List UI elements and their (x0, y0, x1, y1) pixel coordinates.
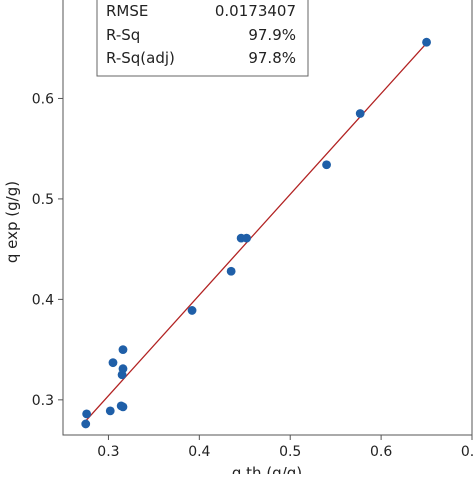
y-axis: 0.3 0.4 0.5 0.6 (32, 91, 63, 409)
data-point (81, 419, 91, 429)
y-tick-label: 0.3 (32, 393, 54, 409)
y-axis-title: q exp (g/g) (3, 181, 21, 263)
stats-label-rmse: RMSE (106, 2, 148, 20)
x-tick-label: 0.3 (97, 444, 119, 460)
stats-label-rsq-adj: R-Sq(adj) (106, 49, 175, 67)
data-point (422, 37, 431, 47)
data-point (108, 358, 118, 368)
data-points (81, 37, 431, 429)
x-tick-label: 0.7 (461, 444, 474, 460)
data-point (187, 306, 197, 315)
stats-value-rmse: 0.0173407 (215, 2, 296, 20)
y-tick-label: 0.6 (32, 91, 54, 107)
data-point (118, 345, 128, 355)
y-tick-label: 0.4 (32, 292, 54, 308)
stats-box-border (96, 0, 309, 77)
stats-value-rsq-adj: 97.8% (248, 49, 296, 67)
data-point (118, 402, 128, 412)
data-point (322, 160, 331, 170)
fit-line-layer (82, 40, 429, 425)
regression-line (82, 40, 429, 425)
x-tick-label: 0.5 (279, 444, 301, 460)
stats-value-rsq: 97.9% (248, 26, 296, 44)
plot-frame (62, 0, 473, 436)
data-point (226, 266, 236, 276)
x-axis: 0.3 0.4 0.5 0.6 0.7 (97, 435, 474, 460)
stats-label-rsq: R-Sq (106, 26, 140, 44)
y-tick-label: 0.5 (32, 192, 54, 208)
x-tick-label: 0.4 (188, 444, 210, 460)
data-point (82, 409, 92, 419)
data-point (355, 109, 365, 118)
stats-box: RMSE 0.0173407 R-Sq 97.9% R-Sq(adj) 97.8… (96, 0, 309, 77)
data-point (242, 233, 251, 243)
x-tick-label: 0.6 (370, 444, 392, 460)
x-axis-title: q th (g/g) (232, 464, 302, 474)
data-point (105, 406, 115, 416)
data-point (118, 364, 128, 374)
